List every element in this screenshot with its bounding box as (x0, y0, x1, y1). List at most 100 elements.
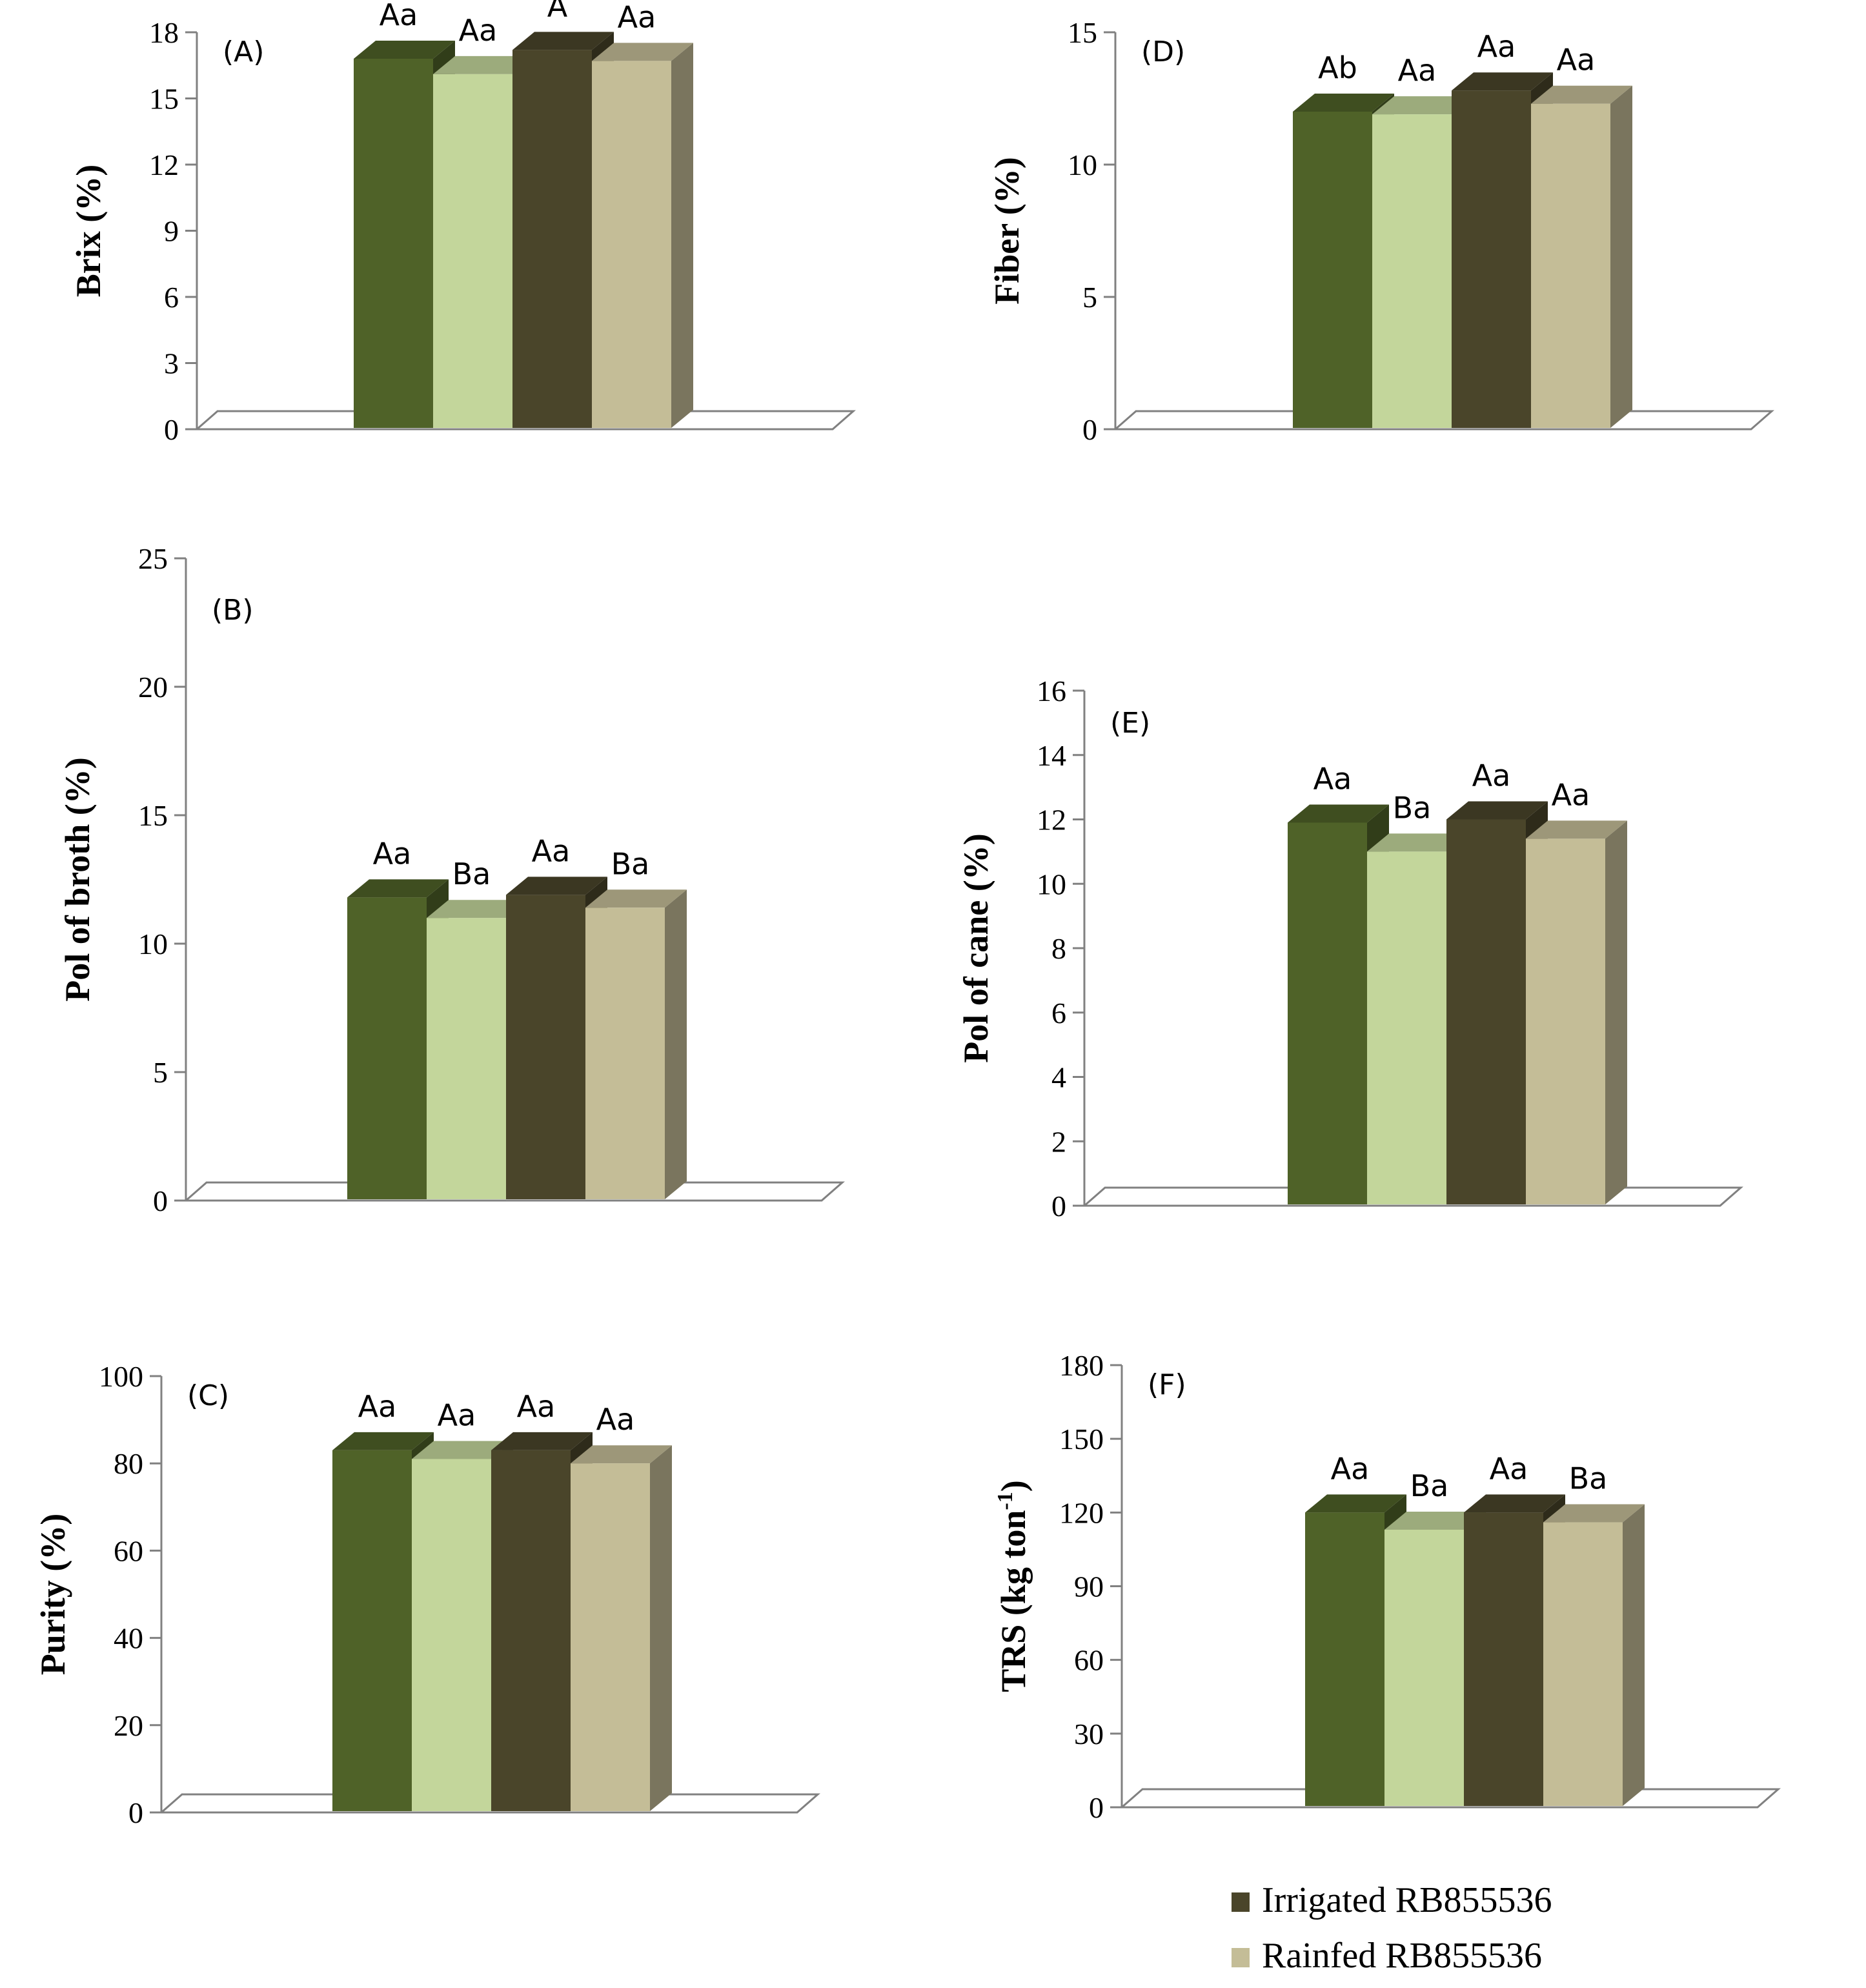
bar-d-4 (1531, 85, 1632, 428)
chart-panel-a: 0 3 6 9 12 15 18 Aa Aa A Aa (A) Brix (%) (69, 0, 856, 446)
bar-label-a-1: Aa (380, 0, 418, 32)
y-tick-label-a-2: 6 (164, 281, 179, 314)
bar-top-e-2 (1367, 833, 1468, 852)
y-tick-label-c-2: 40 (114, 1622, 143, 1655)
panel-label-f: (F) (1148, 1368, 1186, 1401)
y-tick-label-d-1: 5 (1082, 281, 1097, 314)
legend-label-rainfed: Rainfed RB855536 (1262, 1936, 1542, 1976)
chart-panel-f: 0 30 60 90 120 150 180 Aa Ba Aa Ba (F) TRS (kg ton-1… (993, 1349, 1781, 1824)
legend-label-irrigated: Irrigated RB855536 (1262, 1880, 1552, 1920)
bar-top-d-2 (1372, 96, 1474, 115)
y-tick-label-c-3: 60 (114, 1534, 143, 1567)
y-tick-label-a-0: 0 (164, 413, 179, 446)
panel-label-b: (B) (212, 594, 254, 627)
bar-front-e-2 (1367, 851, 1446, 1204)
y-tick-label-e-0: 0 (1051, 1190, 1066, 1222)
y-tick-label-f-5: 150 (1059, 1423, 1104, 1456)
bar-front-e-1 (1288, 822, 1367, 1204)
legend-swatch-irrigated (1232, 1892, 1250, 1912)
bar-label-f-2: Ba (1410, 1468, 1449, 1503)
y-tick-label-d-0: 0 (1082, 413, 1097, 446)
y-tick-label-f-6: 180 (1059, 1349, 1104, 1382)
panel-label-d: (D) (1141, 36, 1185, 68)
bar-label-b-2: Ba (452, 857, 491, 891)
y-tick-label-c-5: 100 (99, 1360, 143, 1393)
bar-front-f-3 (1464, 1512, 1543, 1806)
bar-label-b-1: Aa (373, 836, 412, 871)
y-tick-label-e-6: 12 (1037, 804, 1066, 837)
bar-top-a-3 (512, 32, 614, 50)
y-tick-label-e-3: 6 (1051, 997, 1066, 1030)
bar-top-c-2 (412, 1441, 513, 1459)
bar-top-d-3 (1452, 72, 1553, 91)
y-tick-label-f-2: 60 (1074, 1644, 1104, 1677)
chart-panel-e: 0 2 4 6 8 10 12 14 16 Aa Ba Aa Aa (E) Pol of cane (%) (957, 674, 1743, 1222)
bar-label-f-4: Ba (1569, 1461, 1608, 1496)
bar-label-c-1: Aa (358, 1389, 397, 1424)
bar-label-d-4: Aa (1557, 43, 1596, 77)
bar-label-c-4: Aa (596, 1402, 635, 1437)
bar-top-d-4 (1531, 85, 1632, 104)
y-tick-label-b-0: 0 (153, 1184, 168, 1217)
bar-top-a-1 (354, 41, 455, 59)
bar-side-f-4 (1623, 1504, 1645, 1806)
bar-top-f-4 (1543, 1504, 1645, 1523)
y-tick-label-b-2: 10 (138, 928, 168, 960)
bar-front-b-4 (585, 908, 665, 1199)
bar-front-c-2 (412, 1459, 491, 1811)
bar-front-e-4 (1526, 838, 1605, 1204)
bar-front-b-2 (427, 918, 506, 1199)
y-axis-label-b: Pol of broth (%) (58, 757, 97, 1001)
y-tick-label-d-3: 15 (1068, 16, 1097, 49)
y-tick-label-e-1: 2 (1051, 1125, 1066, 1158)
bar-top-d-1 (1293, 94, 1394, 112)
bar-front-f-2 (1384, 1529, 1464, 1806)
bar-top-b-2 (427, 900, 528, 918)
bar-top-f-1 (1305, 1494, 1406, 1513)
bar-top-f-3 (1464, 1494, 1565, 1513)
bar-label-d-2: Aa (1398, 53, 1437, 88)
y-tick-label-d-2: 10 (1068, 148, 1097, 181)
bar-label-e-2: Ba (1393, 790, 1432, 825)
y-tick-label-f-3: 90 (1074, 1570, 1104, 1603)
y-axis-label-d: Fiber (%) (988, 157, 1026, 304)
bar-top-c-3 (491, 1432, 593, 1450)
bar-front-b-1 (347, 897, 427, 1199)
y-axis-label-e: Pol of cane (%) (957, 833, 995, 1062)
y-tick-label-f-1: 30 (1074, 1718, 1104, 1750)
bar-top-b-3 (506, 877, 607, 895)
bar-front-a-4 (592, 61, 671, 428)
bar-front-a-2 (433, 74, 512, 428)
panel-label-c: (C) (187, 1379, 229, 1412)
y-tick-label-e-5: 10 (1037, 867, 1066, 900)
bar-front-a-3 (512, 50, 592, 429)
bar-front-c-3 (491, 1450, 571, 1811)
bar-c-4 (571, 1445, 672, 1811)
legend: Irrigated RB855536 Rainfed RB855536 (1232, 1880, 1552, 1976)
y-tick-label-b-4: 20 (138, 671, 168, 704)
y-axis-label-a: Brix (%) (69, 165, 108, 297)
y-tick-label-e-7: 14 (1037, 739, 1066, 772)
bar-top-f-2 (1384, 1511, 1486, 1530)
bar-front-f-4 (1543, 1522, 1623, 1806)
y-tick-label-b-5: 25 (138, 542, 168, 575)
bar-front-d-3 (1452, 90, 1531, 428)
bar-label-e-1: Aa (1313, 761, 1352, 796)
bar-side-b-4 (665, 889, 687, 1199)
y-tick-label-a-3: 9 (164, 215, 179, 248)
bar-top-e-4 (1526, 820, 1627, 839)
legend-swatch-rainfed (1232, 1948, 1250, 1967)
bar-label-d-1: Ab (1318, 50, 1357, 85)
bar-label-c-3: Aa (517, 1389, 556, 1424)
bar-front-e-3 (1446, 819, 1526, 1204)
y-tick-label-e-8: 16 (1037, 674, 1066, 707)
bar-top-a-2 (433, 56, 534, 74)
bar-front-c-4 (571, 1463, 650, 1811)
y-tick-label-b-3: 15 (138, 799, 168, 832)
bar-label-f-1: Aa (1331, 1451, 1370, 1486)
bar-front-a-1 (354, 59, 433, 428)
bar-label-a-3: A (547, 0, 568, 23)
y-tick-label-e-4: 8 (1051, 932, 1066, 965)
bar-top-b-4 (585, 889, 687, 908)
bar-label-f-3: Aa (1490, 1451, 1528, 1486)
